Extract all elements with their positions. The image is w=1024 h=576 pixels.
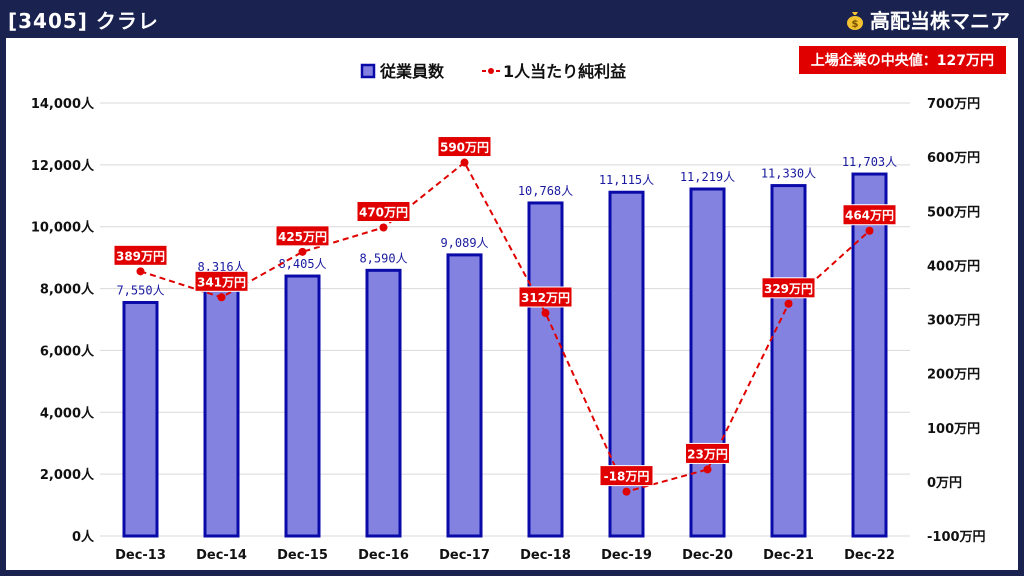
bar-data-label: 8,405人 — [278, 257, 326, 271]
bar-data-label: 11,115人 — [599, 173, 654, 187]
line-point — [622, 487, 631, 496]
line-data-label: 341万円 — [197, 275, 246, 289]
page-title: [3405] クラレ — [8, 9, 159, 33]
line-label-box — [761, 277, 816, 299]
line-point — [784, 299, 793, 308]
legend-line-label: 1人当たり純利益 — [503, 62, 626, 81]
line-label-box — [113, 244, 168, 266]
bar — [527, 201, 564, 538]
y-left-tick-label: 10,000人 — [31, 220, 95, 236]
line-data-label: 425万円 — [278, 230, 327, 244]
y-right-tick-label: 200万円 — [927, 368, 980, 383]
brand-name: 高配当株マニア — [870, 9, 1010, 33]
bar — [203, 277, 240, 538]
y-left-tick-label: 2,000人 — [40, 467, 95, 483]
bar-data-label: 9,089人 — [440, 236, 488, 250]
svg-text:$: $ — [852, 19, 859, 30]
x-tick-label: Dec-22 — [844, 548, 895, 563]
y-left-tick-label: 12,000人 — [31, 158, 95, 174]
legend-bar-label: 従業員数 — [379, 62, 445, 81]
y-right-tick-label: -100万円 — [927, 530, 986, 545]
bar — [284, 274, 321, 538]
x-tick-label: Dec-13 — [115, 548, 166, 563]
line-label-box — [518, 286, 573, 308]
y-left-tick-label: 6,000人 — [40, 343, 95, 359]
line-label-box — [599, 465, 654, 487]
line-label-box — [194, 270, 249, 292]
line-label-box — [842, 204, 897, 226]
bar-data-label: 8,316人 — [197, 260, 245, 274]
brand: $ 高配当株マニア — [846, 5, 1010, 34]
line-label-box — [275, 225, 330, 247]
bar — [689, 187, 726, 538]
line-series — [140, 161, 871, 493]
x-tick-label: Dec-15 — [277, 548, 328, 563]
y-right-tick-label: 0万円 — [927, 476, 962, 491]
line-point — [460, 158, 469, 167]
line-point — [541, 309, 550, 318]
y-left-tick-label: 4,000人 — [40, 405, 95, 421]
x-tick-label: Dec-17 — [439, 548, 490, 563]
money-bag-icon: $ — [847, 11, 863, 30]
line-data-label: 590万円 — [440, 141, 489, 155]
y-left-tick-label: 8,000人 — [40, 282, 95, 298]
y-left-tick-label: 0人 — [72, 529, 95, 545]
line-data-label: 329万円 — [764, 282, 813, 296]
line-point — [379, 223, 388, 232]
x-tick-label: Dec-19 — [601, 548, 652, 563]
y-right-tick-label: 700万円 — [927, 97, 980, 112]
line-data-label: 312万円 — [521, 291, 570, 305]
x-tick-label: Dec-21 — [763, 548, 814, 563]
bar-data-label: 10,768人 — [518, 184, 573, 198]
line-data-label: 470万円 — [359, 205, 408, 219]
bar — [365, 268, 402, 538]
line-data-label: 23万円 — [687, 447, 728, 461]
bar-data-label: 11,703人 — [842, 155, 897, 169]
legend-line-marker — [488, 68, 494, 74]
x-tick-label: Dec-16 — [358, 548, 409, 563]
legend-bar-swatch — [360, 63, 376, 79]
bar-data-label: 8,590人 — [359, 251, 407, 265]
y-right-tick-label: 100万円 — [927, 422, 980, 437]
bar-data-label: 7,550人 — [116, 283, 164, 297]
bar — [446, 253, 483, 538]
line-data-label: -18万円 — [604, 470, 650, 484]
x-tick-label: Dec-14 — [196, 548, 247, 563]
line-point — [865, 226, 874, 235]
bar-data-label: 11,219人 — [680, 170, 735, 184]
line-point — [703, 465, 712, 474]
y-right-tick-label: 500万円 — [927, 205, 980, 220]
bar-data-label: 11,330人 — [761, 167, 816, 181]
line-label-box — [685, 442, 730, 464]
y-left-tick-label: 14,000人 — [31, 96, 95, 112]
bar — [122, 300, 159, 538]
bar — [770, 184, 807, 538]
x-tick-label: Dec-20 — [682, 548, 733, 563]
y-right-tick-label: 600万円 — [927, 151, 980, 166]
line-data-label: 464万円 — [845, 209, 894, 223]
chart-panel — [6, 38, 1018, 570]
line-point — [136, 267, 145, 276]
y-right-tick-label: 400万円 — [927, 259, 980, 274]
median-badge: 上場企業の中央値：127万円 — [798, 46, 1006, 74]
line-label-box — [356, 200, 411, 222]
line-point — [298, 247, 307, 256]
x-tick-label: Dec-18 — [520, 548, 571, 563]
line-data-label: 389万円 — [116, 249, 165, 263]
line-label-box — [437, 136, 492, 158]
y-right-tick-label: 300万円 — [927, 314, 980, 329]
line-point — [217, 293, 226, 302]
